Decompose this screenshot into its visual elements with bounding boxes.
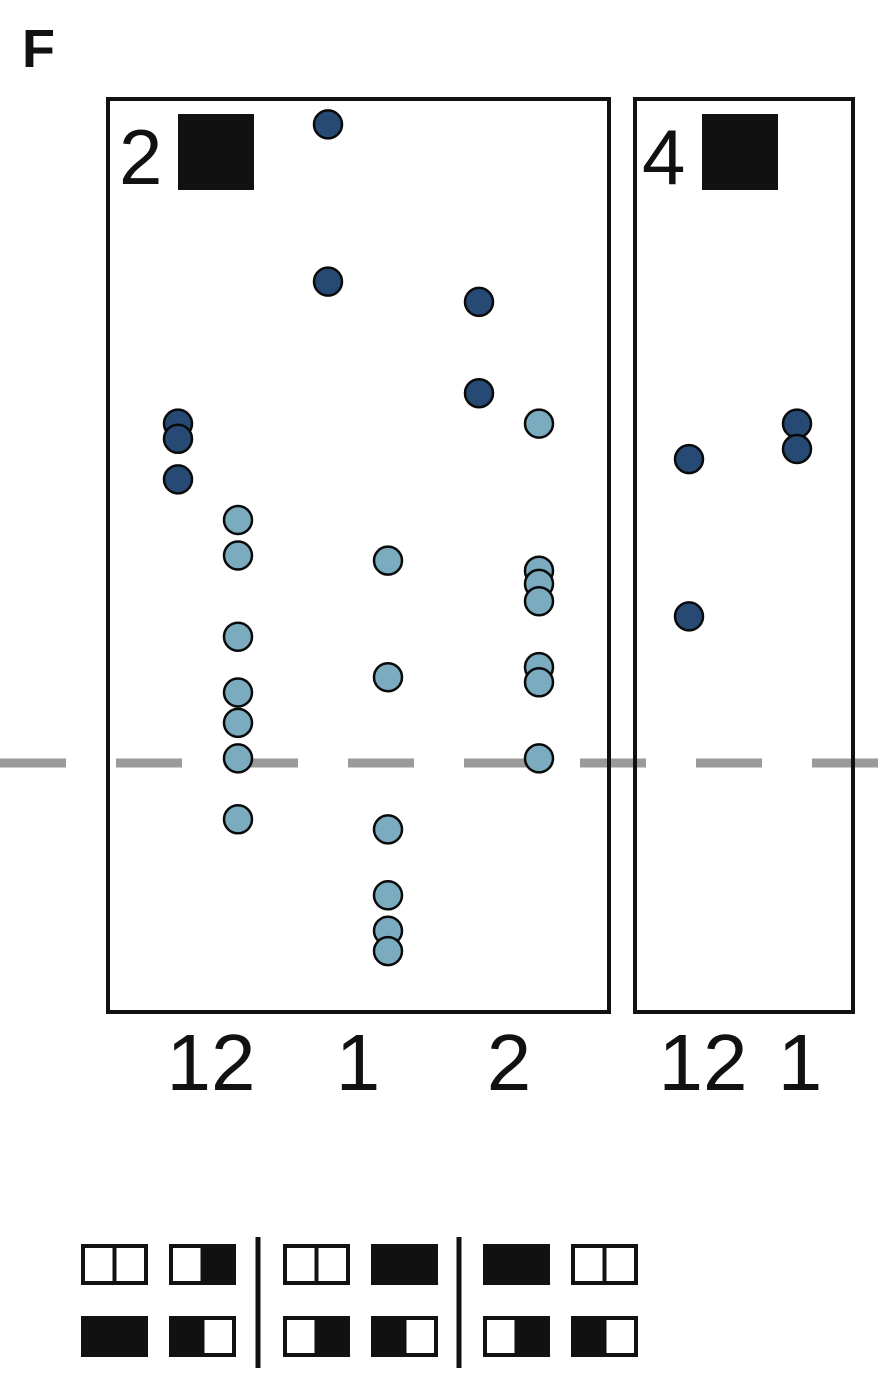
pattern-cell-empty: [283, 1316, 319, 1357]
chart-frame-right: [633, 97, 855, 1014]
pattern-box-bottom: [283, 1316, 350, 1357]
pattern-cell-empty: [314, 1244, 350, 1285]
pattern-box-bottom: [81, 1316, 148, 1357]
data-point-light-2: [523, 408, 555, 439]
pattern-cell-filled: [371, 1244, 407, 1285]
pattern-cell-empty: [112, 1244, 148, 1285]
pattern-cell-empty: [81, 1244, 117, 1285]
pattern-box-top: [371, 1244, 438, 1285]
data-point-light-2: [523, 667, 555, 698]
pattern-cell-empty: [169, 1244, 205, 1285]
data-point-dark-1: [781, 408, 813, 439]
data-point-dark-12: [162, 423, 194, 455]
data-point-light-12: [222, 677, 254, 708]
data-point-light-12: [222, 540, 254, 571]
pattern-cell-filled: [314, 1316, 350, 1357]
pattern-cell-filled: [514, 1316, 550, 1357]
tick-label-12: 12: [167, 1018, 256, 1107]
chart-frame-left: [106, 97, 611, 1014]
data-point-light-1: [372, 814, 404, 845]
data-point-dark-12: [673, 443, 705, 475]
data-point-light-1: [372, 661, 404, 693]
data-point-dark-1: [312, 266, 344, 297]
chart-title-right: 4: [642, 113, 685, 201]
data-point-light-12: [222, 707, 254, 739]
pattern-cell-filled: [571, 1316, 607, 1357]
pattern-cell-empty: [200, 1316, 236, 1357]
pattern-cell-filled: [169, 1316, 205, 1357]
pattern-legend: [81, 1237, 638, 1368]
title-marker-right: [702, 114, 778, 190]
pattern-cell-empty: [483, 1316, 519, 1357]
pattern-cell-filled: [200, 1244, 236, 1285]
data-point-light-1: [372, 880, 404, 911]
data-point-light-1: [372, 935, 404, 967]
tick-label-1: 1: [336, 1018, 381, 1107]
title-marker-left: [178, 114, 254, 190]
pattern-box-top: [283, 1244, 350, 1285]
data-point-light-2: [523, 585, 555, 617]
chart-left: 2 12 1 2: [106, 97, 611, 1107]
pattern-cell-filled: [371, 1316, 407, 1357]
points-left: [162, 109, 555, 967]
tick-label-1: 1: [778, 1018, 823, 1107]
panel-label: F: [22, 19, 55, 79]
pattern-cell-empty: [602, 1316, 638, 1357]
data-point-light-12: [222, 504, 254, 536]
points-right: [673, 408, 813, 632]
data-point-dark-2: [463, 377, 495, 409]
data-point-light-1: [372, 545, 404, 576]
chart-right: 4 12 1: [633, 97, 855, 1107]
data-point-dark-1: [312, 109, 344, 140]
chart-title-left: 2: [119, 113, 162, 201]
pattern-cell-empty: [283, 1244, 319, 1285]
pattern-box-bottom: [169, 1316, 236, 1357]
pattern-cell-filled: [112, 1316, 148, 1357]
pattern-box-bottom: [571, 1316, 638, 1357]
pattern-box-top: [571, 1244, 638, 1285]
pattern-cell-empty: [402, 1316, 438, 1357]
pattern-cell-filled: [514, 1244, 550, 1285]
pattern-box-top: [483, 1244, 550, 1285]
tick-label-2: 2: [487, 1018, 532, 1107]
pattern-cell-empty: [602, 1244, 638, 1285]
data-point-light-12: [222, 804, 254, 835]
pattern-cell-filled: [483, 1244, 519, 1285]
data-point-light-2: [523, 743, 555, 774]
data-point-light-12: [222, 743, 254, 774]
data-point-dark-2: [463, 286, 495, 318]
pattern-cell-filled: [81, 1316, 117, 1357]
pattern-box-bottom: [371, 1316, 438, 1357]
data-point-dark-12: [162, 464, 194, 495]
data-point-dark-12: [673, 601, 705, 632]
tick-label-12: 12: [659, 1018, 748, 1107]
pattern-box-bottom: [483, 1316, 550, 1357]
pattern-cell-empty: [571, 1244, 607, 1285]
pattern-cell-filled: [402, 1244, 438, 1285]
pattern-box-top: [81, 1244, 148, 1285]
data-point-dark-1: [781, 433, 813, 465]
pattern-box-top: [169, 1244, 236, 1285]
data-point-light-12: [222, 621, 254, 652]
